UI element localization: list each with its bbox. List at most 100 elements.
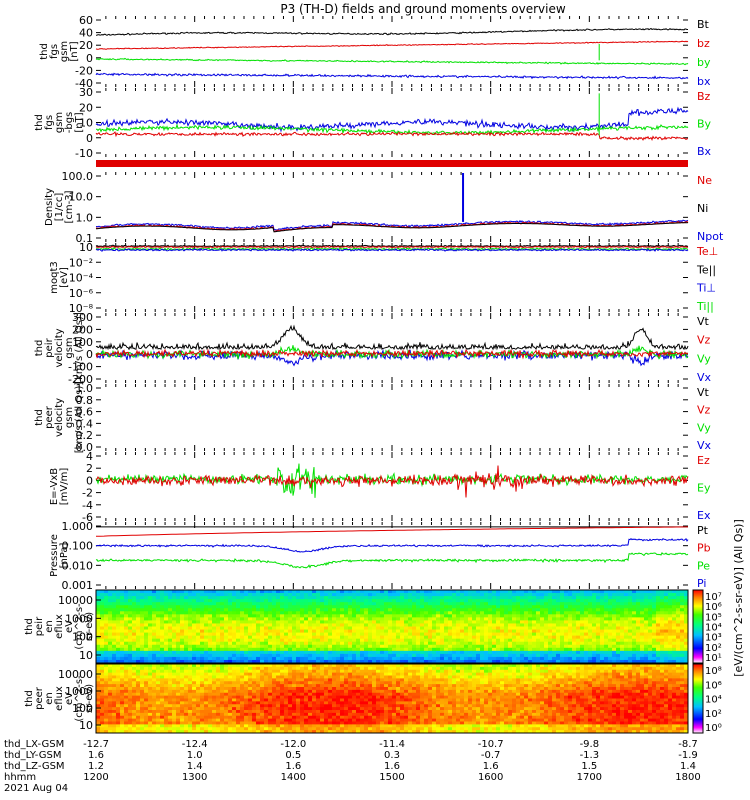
heatmap-cell: [628, 635, 633, 640]
heatmap-cell: [616, 608, 621, 612]
heatmap-cell: [636, 644, 641, 649]
heatmap-cell: [504, 641, 509, 646]
heatmap-cell: [556, 608, 561, 612]
heatmap-cell: [540, 596, 545, 600]
heatmap-cell: [504, 635, 509, 640]
heatmap-cell: [292, 593, 297, 597]
heatmap-cell: [416, 638, 421, 643]
heatmap-cell: [500, 647, 505, 652]
heatmap-cell: [304, 629, 309, 633]
heatmap-cell: [168, 632, 173, 637]
heatmap-cell: [568, 605, 573, 609]
heatmap-cell: [664, 596, 669, 600]
heatmap-cell: [320, 632, 325, 637]
heatmap-cell: [380, 620, 385, 624]
heatmap-cell: [500, 626, 505, 630]
heatmap-cell: [156, 659, 161, 664]
heatmap-cell: [300, 590, 305, 594]
heatmap-cell: [496, 605, 501, 609]
heatmap-cell: [572, 599, 577, 603]
heatmap-cell: [520, 614, 525, 618]
heatmap-cell: [224, 593, 229, 597]
heatmap-cell: [188, 623, 193, 627]
legend-entry: bz: [697, 37, 710, 50]
heatmap-cell: [636, 653, 641, 658]
heatmap-cell: [140, 647, 145, 652]
heatmap-cell: [136, 647, 141, 652]
heatmap-cell: [600, 617, 605, 621]
heatmap-cell: [484, 593, 489, 597]
heatmap-cell: [644, 638, 649, 643]
heatmap-cell: [516, 605, 521, 609]
heatmap-cell: [640, 629, 645, 633]
heatmap-cell: [268, 626, 273, 630]
heatmap-cell: [368, 629, 373, 633]
heatmap-cell: [256, 644, 261, 649]
heatmap-cell: [328, 614, 333, 618]
heatmap-cell: [288, 653, 293, 658]
heatmap-cell: [212, 656, 217, 661]
heatmap-cell: [352, 590, 357, 594]
heatmap-cell: [140, 635, 145, 640]
heatmap-cell: [168, 593, 173, 597]
heatmap-cell: [416, 659, 421, 664]
heatmap-cell: [432, 638, 437, 643]
heatmap-cell: [580, 644, 585, 649]
heatmap-cell: [432, 647, 437, 652]
heatmap-cell: [580, 596, 585, 600]
heatmap-cell: [428, 620, 433, 624]
heatmap-cell: [632, 617, 637, 621]
heatmap-cell: [100, 623, 105, 627]
heatmap-cell: [504, 656, 509, 661]
heatmap-cell: [448, 608, 453, 612]
heatmap-cell: [616, 638, 621, 643]
heatmap-cell: [312, 617, 317, 621]
heatmap-cell: [604, 626, 609, 630]
heatmap-cell: [432, 632, 437, 637]
heatmap-cell: [664, 641, 669, 646]
heatmap-cell: [404, 593, 409, 597]
heatmap-cell: [528, 596, 533, 600]
heatmap-cell: [320, 653, 325, 658]
heatmap-cell: [416, 647, 421, 652]
heatmap-cell: [208, 620, 213, 624]
heatmap-cell: [460, 596, 465, 600]
heatmap-cell: [160, 644, 165, 649]
heatmap-cell: [500, 650, 505, 655]
heatmap-cell: [676, 593, 681, 597]
heatmap-cell: [548, 635, 553, 640]
heatmap-cell: [372, 632, 377, 637]
heatmap-cell: [540, 629, 545, 633]
heatmap-cell: [536, 608, 541, 612]
heatmap-cell: [100, 647, 105, 652]
heatmap-cell: [408, 656, 413, 661]
heatmap-cell: [624, 611, 629, 615]
heatmap-cell: [460, 590, 465, 594]
heatmap-cell: [280, 602, 285, 606]
heatmap-cell: [272, 620, 277, 624]
heatmap-cell: [116, 611, 121, 615]
heatmap-cell: [672, 614, 677, 618]
heatmap-cell: [572, 608, 577, 612]
heatmap-cell: [176, 626, 181, 630]
heatmap-cell: [304, 623, 309, 627]
heatmap-cell: [592, 608, 597, 612]
heatmap-cell: [500, 593, 505, 597]
heatmap-cell: [156, 599, 161, 603]
heatmap-cell: [656, 593, 661, 597]
heatmap-cell: [132, 641, 137, 646]
heatmap-cell: [404, 644, 409, 649]
heatmap-cell: [592, 659, 597, 664]
heatmap-cell: [636, 656, 641, 661]
heatmap-cell: [496, 626, 501, 630]
heatmap-cell: [432, 620, 437, 624]
heatmap-cell: [500, 656, 505, 661]
heatmap-cell: [160, 602, 165, 606]
heatmap-cell: [188, 596, 193, 600]
heatmap-cell: [564, 650, 569, 655]
heatmap-cell: [268, 605, 273, 609]
heatmap-cell: [336, 605, 341, 609]
heatmap-cell: [168, 599, 173, 603]
heatmap-cell: [684, 593, 689, 597]
heatmap-cell: [664, 620, 669, 624]
